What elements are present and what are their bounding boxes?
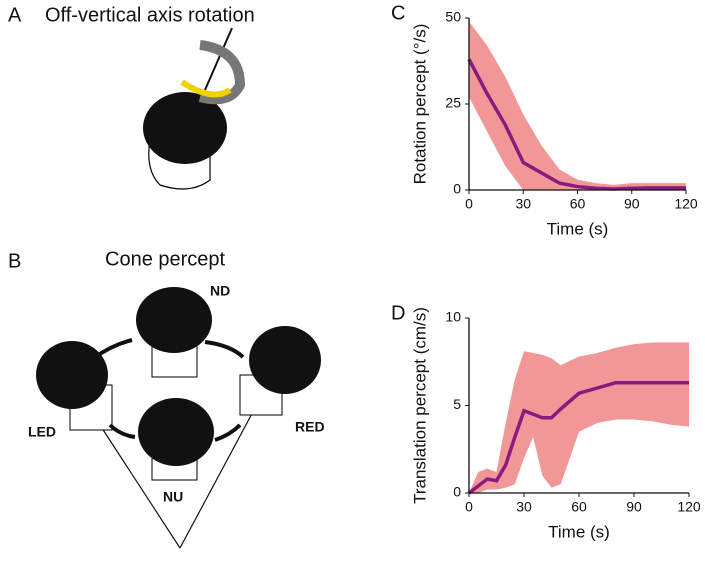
x-tick-label: 120 [677, 499, 701, 515]
head-label: ND [210, 283, 230, 299]
y-tick-label: 10 [445, 309, 461, 325]
panel-label: D [391, 302, 405, 324]
head-nd [136, 287, 212, 378]
x-axis-label: Time (s) [547, 219, 609, 238]
cone-line [97, 421, 181, 549]
x-tick-label: 0 [465, 499, 473, 515]
y-tick-label: 25 [445, 95, 461, 111]
head-red [239, 326, 321, 416]
rotation-arrow-yellow [180, 79, 232, 98]
head-led [36, 341, 113, 431]
line [467, 58, 686, 191]
y-tick-label: 5 [453, 396, 461, 412]
y-tick-label: 0 [453, 181, 461, 197]
x-tick-label: 90 [626, 499, 642, 515]
arrow [108, 423, 136, 439]
y-tick-label: 0 [453, 484, 461, 500]
x-tick-label: 60 [570, 196, 586, 212]
head-nu [138, 398, 214, 481]
x-tick-label: 30 [516, 499, 532, 515]
x-axis-label: Time (s) [548, 522, 610, 541]
head [143, 92, 227, 164]
x-tick-label: 30 [515, 196, 531, 212]
panel-title: Off-vertical axis rotation [45, 4, 255, 26]
head-label: NU [163, 489, 183, 505]
panel-label: C [391, 2, 405, 24]
panel-label: B [8, 250, 21, 272]
arrow [92, 338, 133, 360]
x-tick-label: 120 [674, 196, 698, 212]
band [469, 342, 689, 493]
x-tick-label: 60 [571, 499, 587, 515]
panel-title: Cone percept [105, 248, 226, 270]
x-tick-label: 0 [465, 196, 473, 212]
line [467, 381, 689, 495]
y-axis-label: Translation percept (cm/s) [410, 307, 429, 504]
axis-line [204, 27, 233, 91]
y-axis-label: Rotation percept (°/s) [410, 24, 429, 185]
y-tick-label: 50 [445, 9, 461, 25]
head-label: RED [295, 419, 325, 435]
band [469, 21, 686, 190]
cone-line [179, 407, 256, 549]
x-tick-label: 90 [624, 196, 640, 212]
panel-label: A [8, 4, 22, 26]
head-label: LED [28, 424, 56, 440]
arrow [204, 340, 245, 359]
illustration [36, 27, 321, 549]
arrow [214, 423, 242, 442]
rotation-arrow [198, 40, 246, 105]
